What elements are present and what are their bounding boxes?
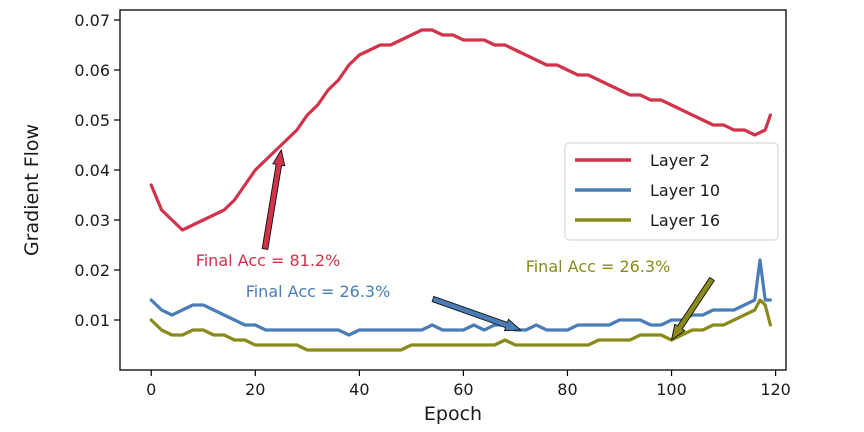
annotation-arrow <box>670 276 715 342</box>
x-axis: 0 20 40 60 80 100 120 <box>146 370 791 399</box>
y-tick-label: 0.07 <box>74 11 110 30</box>
y-tick-label: 0.04 <box>74 161 110 180</box>
legend-label: Layer 16 <box>650 211 720 230</box>
plot-frame <box>119 9 787 371</box>
y-tick-label: 0.03 <box>74 211 110 230</box>
x-axis-title: Epoch <box>424 403 482 425</box>
y-tick-label: 0.01 <box>74 311 110 330</box>
y-tick-label: 0.02 <box>74 261 110 280</box>
y-axis: 0.01 0.02 0.03 0.04 0.05 0.06 0.07 <box>74 11 120 330</box>
series-line-3 <box>149 298 772 352</box>
x-tick-label: 100 <box>656 380 687 399</box>
plot-area <box>149 28 772 352</box>
legend: Layer 2 Layer 10 Layer 16 <box>564 142 779 241</box>
y-tick-label: 0.05 <box>74 111 110 130</box>
annotation-text: Final Acc = 26.3% <box>526 257 671 276</box>
x-tick-label: 80 <box>557 380 577 399</box>
legend-box <box>564 142 779 241</box>
x-tick-label: 60 <box>453 380 473 399</box>
series-line-2 <box>149 258 772 337</box>
x-tick-label: 20 <box>245 380 265 399</box>
series-line-1 <box>149 28 772 232</box>
annotation-text: Final Acc = 26.3% <box>246 282 391 301</box>
x-tick-label: 120 <box>760 380 791 399</box>
x-tick-label: 40 <box>349 380 369 399</box>
annotation-text: Final Acc = 81.2% <box>196 251 341 270</box>
annotations: Final Acc = 81.2% Final Acc = 26.3% Final … <box>196 148 715 342</box>
y-tick-label: 0.06 <box>74 61 110 80</box>
legend-label: Layer 2 <box>650 151 710 170</box>
legend-label: Layer 10 <box>650 181 720 200</box>
x-tick-label: 0 <box>146 380 156 399</box>
annotation-arrow <box>261 148 286 251</box>
annotation-arrow <box>431 295 522 332</box>
y-axis-title: Gradient Flow <box>21 124 43 256</box>
